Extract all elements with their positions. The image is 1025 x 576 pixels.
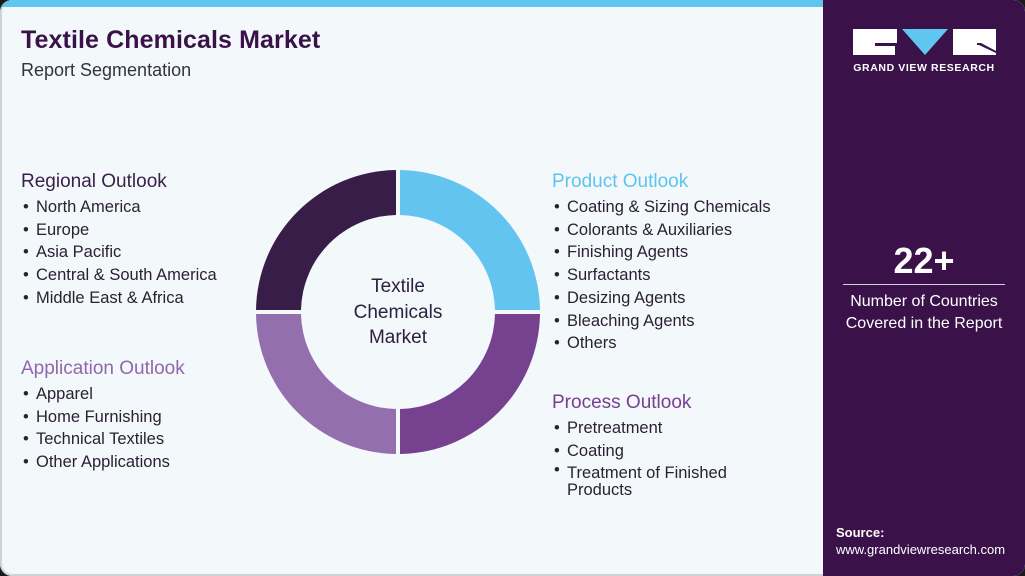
countries-label: Number of Countries Covered in the Repor… (823, 291, 1025, 335)
regional-outlook-group: Regional Outlook North America Europe As… (21, 170, 217, 310)
list-item: Other Applications (21, 451, 185, 474)
gvr-logo-icon (853, 29, 996, 55)
center-label-line: Textile (371, 276, 425, 297)
list-item: Colorants & Auxiliaries (552, 219, 771, 242)
list-item-line: Treatment of Finished (567, 464, 727, 483)
top-accent-bar (0, 0, 823, 7)
list-item: Bleaching Agents (552, 310, 771, 333)
process-outlook-heading: Process Outlook (552, 392, 692, 413)
list-item: North America (21, 196, 217, 219)
list-item: Coating (552, 440, 727, 463)
countries-label-line: Covered in the Report (845, 315, 1003, 332)
source-link[interactable]: www.grandviewresearch.com (836, 542, 1006, 557)
process-outlook-group: Process Outlook Pretreatment Coating Tre… (552, 391, 727, 499)
list-item: Central & South America (21, 264, 217, 287)
list-item-line: Products (567, 481, 633, 500)
center-label-line: Market (368, 327, 428, 348)
application-outlook-list: Apparel Home Furnishing Technical Textil… (21, 383, 185, 474)
product-outlook-group: Product Outlook Coating & Sizing Chemica… (552, 170, 771, 355)
stat-divider (843, 284, 1005, 285)
page-subtitle: Report Segmentation (21, 60, 192, 80)
source-label: Source: (836, 525, 885, 540)
list-item: Apparel (21, 383, 185, 406)
segmentation-donut-chart (256, 170, 540, 454)
application-outlook-heading: Application Outlook (21, 358, 185, 379)
donut-segment-process (400, 314, 540, 454)
list-item: Others (552, 332, 771, 355)
list-item: Europe (21, 219, 217, 242)
center-label-line: Chemicals (353, 301, 443, 323)
donut-segment-application (256, 314, 396, 454)
product-outlook-list: Coating & Sizing Chemicals Colorants & A… (552, 196, 771, 355)
regional-outlook-list: North America Europe Asia Pacific Centra… (21, 196, 217, 310)
donut-segment-regional (256, 170, 396, 310)
product-outlook-heading: Product Outlook (552, 171, 689, 192)
donut-segment-product (400, 170, 540, 310)
page-title: Textile Chemicals Market (21, 26, 321, 54)
brand-name: GRAND VIEW RESEARCH (853, 62, 995, 74)
list-item: Finishing Agents (552, 241, 771, 264)
application-outlook-group: Application Outlook Apparel Home Furnish… (21, 357, 185, 474)
countries-count: 22+ (893, 240, 955, 281)
process-outlook-list: Pretreatment Coating Treatment of Finish… (552, 417, 727, 499)
list-item: Technical Textiles (21, 428, 185, 451)
donut-center-label: Textile Chemicals Market (305, 274, 491, 351)
brand-side-panel: GRAND VIEW RESEARCH 22+ Number of Countr… (823, 0, 1025, 576)
list-item: Desizing Agents (552, 287, 771, 310)
countries-label-line: Number of Countries (850, 293, 998, 310)
regional-outlook-heading: Regional Outlook (21, 171, 167, 192)
list-item: Surfactants (552, 264, 771, 287)
list-item: Middle East & Africa (21, 287, 217, 310)
list-item: Pretreatment (552, 417, 727, 440)
list-item: Asia Pacific (21, 241, 217, 264)
list-item: Home Furnishing (21, 406, 185, 429)
list-item: Coating & Sizing Chemicals (552, 196, 771, 219)
